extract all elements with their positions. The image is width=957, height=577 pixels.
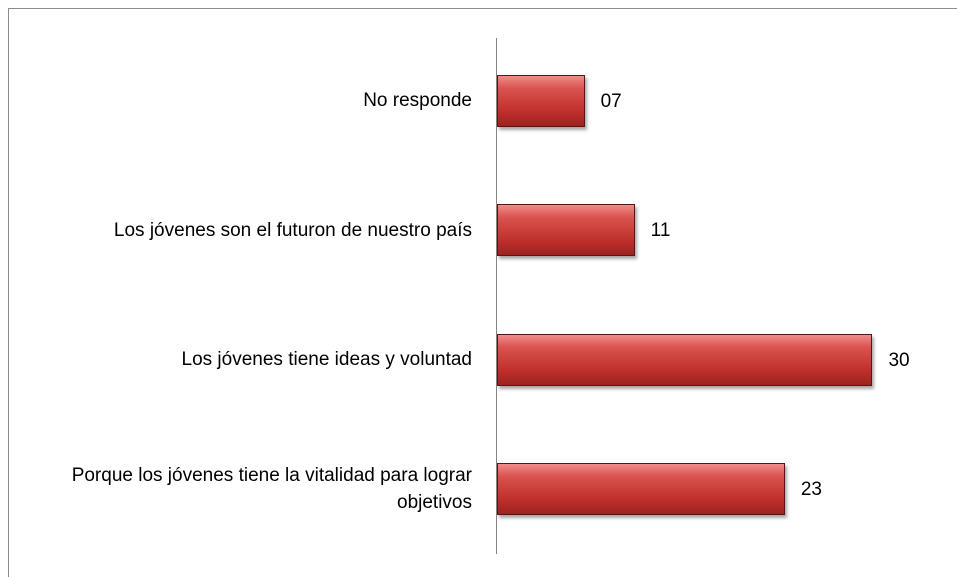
category-axis bbox=[496, 38, 497, 554]
data-label: 07 bbox=[600, 90, 622, 112]
bar bbox=[497, 204, 635, 257]
data-label: 30 bbox=[888, 349, 910, 371]
bar bbox=[497, 74, 585, 127]
data-label: 23 bbox=[800, 479, 822, 501]
y-tick-label: No responde bbox=[363, 90, 472, 112]
bar bbox=[497, 333, 873, 386]
y-tick-label: Los jóvenes son el futuron de nuestro pa… bbox=[113, 219, 472, 241]
frame bbox=[8, 8, 9, 577]
frame bbox=[8, 8, 957, 9]
y-tick-label: Porque los jóvenes tiene la vitalidad pa… bbox=[71, 465, 472, 514]
y-tick-label: Los jóvenes tiene ideas y voluntad bbox=[181, 349, 472, 371]
bar bbox=[497, 463, 785, 516]
data-label: 11 bbox=[650, 220, 671, 242]
